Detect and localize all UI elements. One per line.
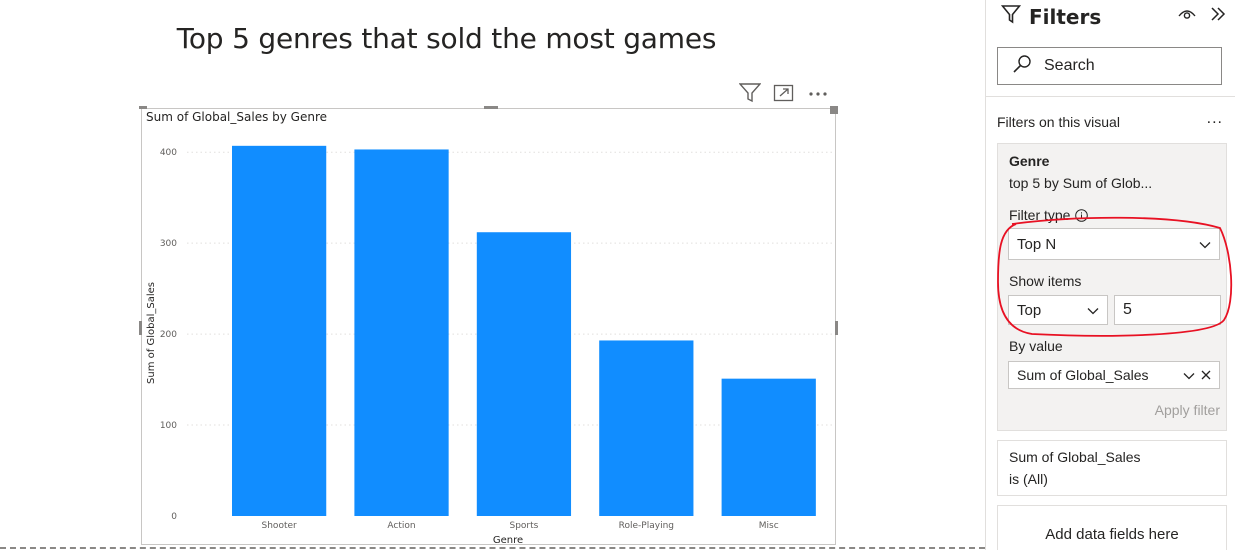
by-value-field: Sum of Global_Sales	[1017, 367, 1149, 383]
filter-card-genre[interactable]: Genre top 5 by Sum of Glob... Filter typ…	[997, 143, 1227, 431]
resize-handle-top[interactable]	[484, 106, 498, 109]
x-tick-label: Role-Playing	[619, 521, 674, 531]
show-items-direction-dropdown[interactable]: Top	[1008, 295, 1108, 325]
y-tick-label: 200	[160, 330, 177, 340]
bar[interactable]	[476, 232, 572, 516]
filter-card-summary: is (All)	[1009, 471, 1048, 487]
chevron-down-icon	[1087, 302, 1099, 319]
y-tick-label: 0	[171, 512, 177, 522]
filter-card-field-name: Genre	[1009, 153, 1050, 169]
resize-handle-right[interactable]	[835, 321, 838, 335]
filters-pane: Filters Search Filters on this visual ..…	[985, 0, 1235, 550]
y-tick-label: 100	[160, 421, 177, 431]
bar[interactable]	[721, 378, 816, 516]
add-data-fields-well[interactable]: Add data fields here	[997, 505, 1227, 550]
filters-pane-header: Filters	[986, 0, 1235, 34]
by-value-field-well[interactable]: Sum of Global_Sales	[1008, 361, 1220, 389]
show-items-count-input[interactable]: 5	[1114, 295, 1221, 325]
x-tick-label: Action	[387, 521, 415, 531]
info-icon[interactable]	[1075, 208, 1089, 222]
x-tick-label: Sports	[509, 521, 538, 531]
pane-divider	[986, 96, 1235, 97]
funnel-icon	[1000, 4, 1022, 29]
apply-filter-button[interactable]: Apply filter	[1154, 402, 1220, 418]
focus-mode-icon[interactable]	[772, 82, 796, 104]
by-value-label: By value	[1009, 338, 1063, 354]
bar[interactable]	[232, 145, 327, 517]
bar[interactable]	[354, 149, 449, 516]
filters-search-input[interactable]: Search	[997, 47, 1222, 85]
x-tick-label: Shooter	[262, 521, 297, 531]
chevron-down-icon[interactable]	[1183, 367, 1195, 383]
filter-card-field-name: Sum of Global_Sales	[1009, 449, 1141, 465]
y-axis-title: Sum of Global_Sales	[146, 282, 157, 384]
chart-plot: 0 100 200 300 400 Shooter Action Sports Role-Pla…	[146, 145, 832, 544]
bar[interactable]	[599, 340, 694, 516]
y-tick-label: 300	[160, 239, 177, 249]
chevron-down-icon	[1199, 236, 1211, 253]
search-icon	[1012, 54, 1032, 79]
filter-card-global-sales[interactable]: Sum of Global_Sales is (All)	[997, 440, 1227, 496]
canvas-boundary	[0, 547, 985, 549]
resize-handle-tr[interactable]	[830, 106, 838, 114]
visual-title: Sum of Global_Sales by Genre	[146, 110, 328, 124]
filter-type-label: Filter type	[1009, 207, 1071, 223]
filter-card-summary: top 5 by Sum of Glob...	[1009, 175, 1153, 191]
collapse-pane-icon[interactable]	[1210, 6, 1226, 27]
add-data-fields-label: Add data fields here	[1045, 526, 1179, 543]
close-icon[interactable]	[1201, 367, 1211, 383]
filter-type-label-row: Filter type	[1009, 207, 1089, 223]
show-items-count-value: 5	[1123, 301, 1132, 318]
more-options-icon[interactable]	[806, 82, 830, 104]
y-tick-label: 400	[160, 148, 177, 158]
show-items-label: Show items	[1009, 273, 1082, 289]
resize-handle-tl[interactable]	[139, 106, 147, 109]
resize-handle-left[interactable]	[139, 321, 142, 335]
x-axis-title: Genre	[493, 535, 523, 544]
bar-chart-visual[interactable]: Sum of Global_Sales by Genre 0 100 200 300 4…	[139, 106, 838, 545]
show-items-direction-value: Top	[1017, 301, 1042, 319]
filter-type-dropdown[interactable]: Top N	[1008, 228, 1220, 260]
report-title: Top 5 genres that sold the most games	[176, 22, 717, 55]
section-label-visual-filters: Filters on this visual	[997, 114, 1120, 130]
filters-pane-title: Filters	[1029, 4, 1102, 29]
search-placeholder: Search	[1044, 57, 1095, 74]
filter-icon[interactable]	[738, 82, 762, 104]
x-tick-label: Misc	[759, 521, 779, 531]
filter-type-value: Top N	[1017, 235, 1057, 253]
section-more-options[interactable]: ...	[1206, 110, 1223, 127]
eye-icon[interactable]	[1178, 7, 1196, 26]
visual-header	[738, 82, 830, 104]
